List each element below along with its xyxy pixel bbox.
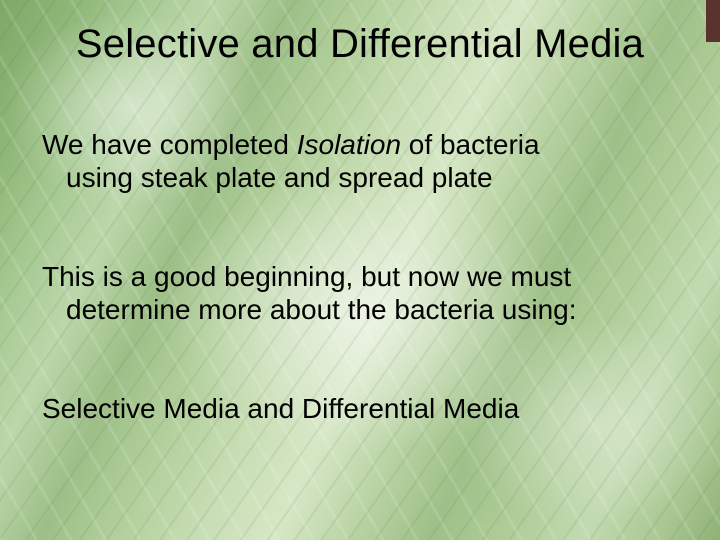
p2-line2: determine more about the bacteria using:: [42, 293, 680, 326]
p1-line1-pre: We have completed: [42, 129, 297, 160]
p1-line1-post: of bacteria: [401, 129, 540, 160]
paragraph-3: Selective Media and Differential Media: [42, 392, 680, 425]
p2-line1: This is a good beginning, but now we mus…: [42, 261, 571, 292]
paragraph-1: We have completed Isolation of bacteria …: [42, 128, 680, 194]
paragraph-2: This is a good beginning, but now we mus…: [42, 260, 680, 326]
p3-line1: Selective Media and Differential Media: [42, 393, 519, 424]
slide-title: Selective and Differential Media: [0, 22, 720, 67]
p1-line2: using steak plate and spread plate: [42, 161, 680, 194]
slide: Selective and Differential Media We have…: [0, 0, 720, 540]
p1-line1-emphasis: Isolation: [297, 129, 401, 160]
